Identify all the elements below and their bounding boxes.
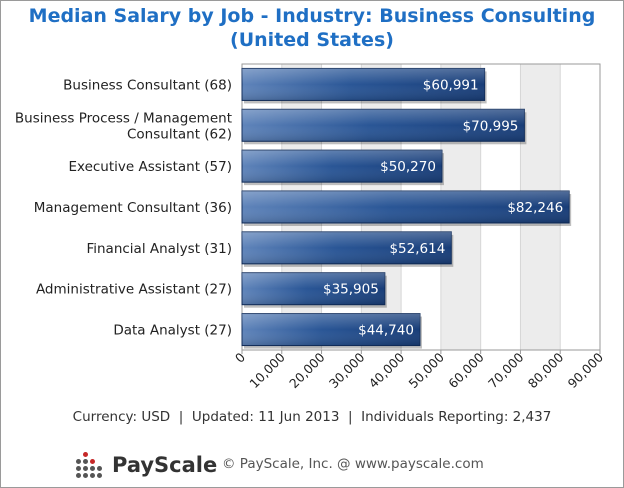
bar-value-label: $35,905 [323,282,379,298]
category-label: Financial Analyst (31) [86,241,232,257]
bar-highlight [242,109,525,142]
bar-value-label: $82,246 [507,200,563,216]
x-tick-label: 80,000 [525,349,567,391]
category-label: Data Analyst (27) [113,323,232,339]
bar-value-label: $50,270 [380,159,436,175]
chart-title-line2: (United States) [230,29,394,51]
payscale-logo-icon [74,451,108,479]
payscale-logo: PayScale [74,450,217,480]
x-tick-label: 10,000 [246,349,288,391]
bar-highlight [242,231,452,264]
x-tick-label: 30,000 [326,349,368,391]
x-tick-label: 50,000 [405,349,447,391]
category-label: Management Consultant (36) [34,200,232,216]
copyright-notice: © PayScale, Inc. @ www.payscale.com [222,456,484,472]
payscale-logo-text: PayScale [112,453,218,477]
category-label: Executive Assistant (57) [68,159,232,175]
x-tick-label: 40,000 [366,349,408,391]
x-tick-label: 90,000 [565,349,607,391]
x-tick-label: 20,000 [286,349,328,391]
chart-title: Median Salary by Job - Industry: Busines… [0,4,624,52]
bar-highlight [242,191,570,223]
bar-value-label: $44,740 [358,323,414,339]
bar-highlight [242,68,485,101]
bar-value-label: $52,614 [389,241,445,257]
bar-value-label: $70,995 [463,118,519,134]
bar-highlight [242,313,420,346]
chart-footer-info: Currency: USD | Updated: 11 Jun 2013 | I… [72,409,552,425]
category-label: Administrative Assistant (27) [36,282,232,298]
bar-highlight [242,272,385,305]
chart-title-line1: Median Salary by Job - Industry: Busines… [28,5,596,27]
x-tick-label: 60,000 [445,349,487,391]
bar-value-label: $60,991 [423,77,479,93]
category-label: Business Consultant (68) [63,77,232,93]
x-tick-label: 0 [232,349,248,365]
x-tick-label: 70,000 [485,349,527,391]
category-label: Business Process / Management Consultant … [15,110,232,142]
bar-highlight [242,150,442,183]
bar-chart: $60,991 Business Consultant (68) $70,995 Bu… [15,63,607,391]
